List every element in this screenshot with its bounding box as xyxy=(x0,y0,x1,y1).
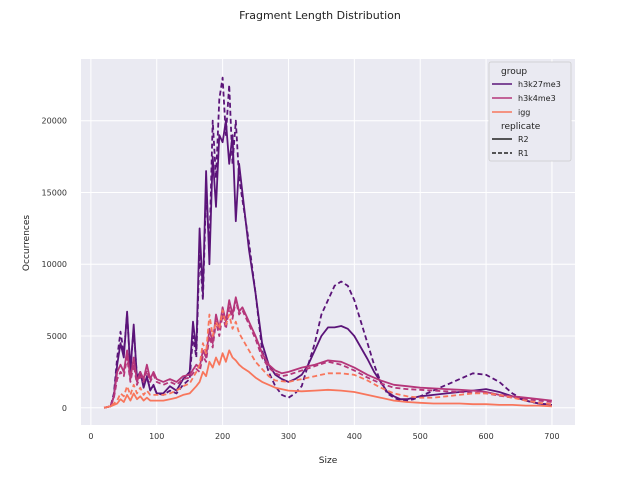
x-tick-label: 400 xyxy=(347,432,362,441)
y-axis-label: Occurrences xyxy=(22,215,32,271)
x-tick-label: 200 xyxy=(215,432,230,441)
x-tick-label: 700 xyxy=(544,432,559,441)
series-layer xyxy=(103,76,552,409)
x-tick-label: 0 xyxy=(88,432,93,441)
legend-label-h3k4me3: h3k4me3 xyxy=(518,94,556,103)
series-line-igg-r1 xyxy=(103,309,552,409)
y-tick-label: 15000 xyxy=(42,188,67,197)
y-axis-ticks: 0 5000 10000 15000 20000 xyxy=(42,117,67,413)
x-tick-label: 100 xyxy=(149,432,164,441)
legend-label-r1: R1 xyxy=(518,149,529,158)
legend-label-r2: R2 xyxy=(518,135,529,144)
y-tick-label: 5000 xyxy=(47,332,67,341)
legend-box xyxy=(488,61,572,162)
x-tick-label: 300 xyxy=(281,432,296,441)
series-line-h3k27me3-r1 xyxy=(103,76,552,409)
legend-style-title: replicate xyxy=(501,122,541,132)
legend: group h3k27me3 h3k4me3 igg replicate R2 … xyxy=(488,61,572,162)
legend-hue-title: group xyxy=(501,67,527,77)
chart-title: Fragment Length Distribution xyxy=(239,9,401,22)
y-tick-label: 10000 xyxy=(42,260,67,269)
series-line-h3k4me3-r1 xyxy=(103,299,552,409)
series-line-igg-r2 xyxy=(103,349,552,409)
x-axis-ticks: 0 100 200 300 400 500 600 700 xyxy=(88,432,559,441)
x-tick-label: 600 xyxy=(478,432,493,441)
legend-label-igg: igg xyxy=(518,108,530,117)
x-axis-label: Size xyxy=(319,456,338,466)
y-tick-label: 0 xyxy=(62,404,67,413)
series-line-h3k4me3-r2 xyxy=(103,296,552,409)
legend-label-h3k27me3: h3k27me3 xyxy=(518,80,561,89)
x-tick-label: 500 xyxy=(413,432,428,441)
y-tick-label: 20000 xyxy=(42,117,67,126)
